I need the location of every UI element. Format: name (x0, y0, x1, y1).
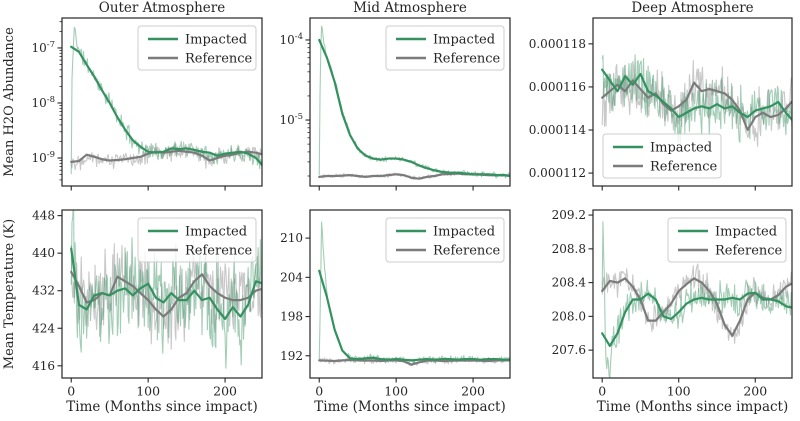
plot-area (601, 221, 792, 378)
legend-impacted-label: Impacted (185, 33, 247, 48)
y-tick-label: 10-5 (279, 112, 303, 127)
y-tick-label: 207.6 (552, 343, 586, 357)
impacted-smooth-line (318, 269, 510, 362)
legend-reference-label: Reference (185, 52, 253, 67)
plot-area (70, 26, 262, 175)
x-tick-label: 0 (598, 384, 606, 399)
plot-area (601, 54, 792, 147)
y-tick-label: 424 (32, 321, 55, 335)
plot-frame (592, 209, 793, 379)
legend: Impacted Reference (667, 217, 787, 263)
reference-noisy-line (70, 240, 262, 350)
y-tick-label: 204 (280, 270, 303, 284)
y-tick-label: 0.000116 (529, 80, 586, 94)
impacted-smooth-line (601, 68, 792, 122)
legend-reference-label: Reference (715, 244, 783, 259)
plot-area (318, 221, 510, 367)
legend-reference-label: Reference (185, 244, 253, 259)
y-tick-label: 10-8 (31, 95, 55, 110)
y-axis-label: Mean H2O Abundance (2, 27, 17, 177)
legend-reference-label: Reference (433, 244, 501, 259)
x-tick-label: 100 (667, 384, 691, 399)
x-tick-label: 200 (461, 384, 485, 399)
impacted-smooth-line (318, 38, 510, 177)
x-tick-label: 200 (743, 384, 767, 399)
y-tick-label: 0.000112 (529, 166, 586, 180)
legend-impacted-label: Impacted (433, 33, 495, 48)
y-tick-label: 448 (32, 209, 55, 223)
subplot-title: Mid Atmosphere (353, 0, 467, 16)
x-tick-label: 200 (213, 384, 237, 399)
x-tick-label: 100 (136, 384, 160, 399)
plot-frame (592, 17, 793, 187)
subplot-deep-atmosphere-abundance: 0.000118 0.000116 0.000114 0.000112 Deep Atm… (529, 0, 793, 191)
y-tick-label: 10-7 (31, 40, 55, 55)
reference-noisy-line (70, 141, 262, 171)
y-tick-label: 0.000118 (529, 37, 586, 51)
x-axis-label: Time (Months since impact) (597, 399, 789, 415)
y-tick-label: 208.8 (552, 242, 586, 256)
legend: Impacted Reference (137, 217, 257, 263)
plot-frame (309, 17, 511, 187)
x-tick-label: 0 (315, 384, 323, 399)
legend: Impacted Reference (602, 133, 722, 179)
plot-frame (61, 209, 263, 379)
legend-reference-label: Reference (650, 160, 718, 175)
y-tick-label: 416 (32, 359, 55, 373)
impacted-smooth-line (70, 45, 262, 167)
impacted-smooth-line (601, 291, 792, 348)
y-tick-label: 209.2 (552, 208, 586, 222)
plot-frame (309, 209, 511, 379)
plot-area (70, 210, 262, 369)
plot-frame (61, 17, 263, 187)
y-tick-label: 432 (32, 284, 55, 298)
reference-smooth-line (70, 149, 262, 163)
impacted-noisy-line (70, 210, 262, 369)
plot-area (318, 25, 510, 181)
legend-reference-label: Reference (433, 52, 501, 67)
y-tick-label: 192 (280, 349, 303, 363)
y-tick-label: 10-9 (31, 150, 55, 165)
legend-impacted-label: Impacted (650, 141, 712, 156)
legend: Impacted Reference (385, 25, 505, 71)
y-tick-label: 10-4 (279, 32, 303, 47)
y-tick-label: 210 (280, 231, 303, 245)
subplot-title: Deep Atmosphere (631, 0, 753, 16)
subplot-mid-atmosphere-abundance: 10-4 10-5 Mid Atmosphere Impacted Reference (279, 0, 511, 191)
x-axis-label: Time (Months since impact) (314, 399, 506, 415)
legend-impacted-label: Impacted (715, 225, 777, 240)
y-tick-label: 208.4 (552, 276, 587, 290)
legend: Impacted Reference (137, 25, 257, 71)
x-tick-label: 0 (67, 384, 75, 399)
subplot-outer-atmosphere-abundance: 10-7 10-8 10-9 Outer Atmosphere Mean H2O Abu… (2, 0, 263, 191)
reference-smooth-line (601, 79, 792, 132)
x-tick-label: 100 (384, 384, 408, 399)
subplot-title: Outer Atmosphere (99, 0, 225, 16)
legend-impacted-label: Impacted (185, 225, 247, 240)
legend-impacted-label: Impacted (433, 225, 495, 240)
y-tick-label: 208.0 (552, 309, 586, 323)
x-axis-label: Time (Months since impact) (66, 399, 258, 415)
impacted-smooth-line (70, 247, 262, 320)
y-tick-label: 0.000114 (529, 123, 587, 137)
y-axis-label: Mean Temperature (K) (2, 219, 17, 369)
legend: Impacted Reference (385, 217, 505, 263)
y-tick-label: 440 (32, 246, 55, 260)
impacted-noisy-line (601, 54, 792, 145)
y-tick-label: 198 (280, 310, 303, 324)
